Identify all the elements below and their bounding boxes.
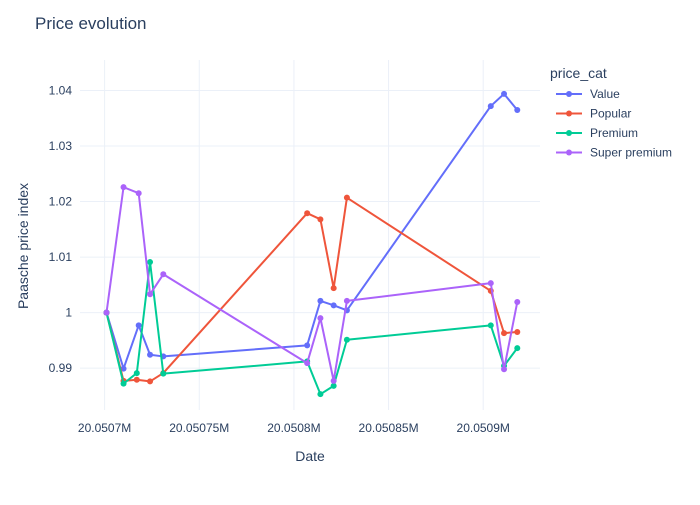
data-point[interactable] [147, 259, 153, 265]
data-point[interactable] [331, 378, 337, 384]
legend-title: price_cat [550, 65, 607, 81]
legend-swatch-marker [566, 111, 572, 117]
data-point[interactable] [488, 322, 494, 328]
y-tick-label: 1.02 [49, 195, 73, 209]
legend-label: Super premium [590, 146, 672, 160]
data-point[interactable] [121, 381, 127, 387]
y-tick-label: 1.01 [49, 250, 73, 264]
y-tick-label: 1.04 [49, 84, 73, 98]
data-point[interactable] [160, 371, 166, 377]
data-point[interactable] [317, 216, 323, 222]
chart-title: Price evolution [35, 14, 147, 33]
data-point[interactable] [136, 190, 142, 196]
data-point[interactable] [147, 291, 153, 297]
data-point[interactable] [134, 370, 140, 376]
data-point[interactable] [514, 329, 520, 335]
data-point[interactable] [514, 345, 520, 351]
data-point[interactable] [134, 377, 140, 383]
data-point[interactable] [136, 322, 142, 328]
data-point[interactable] [304, 342, 310, 348]
legend-swatch-marker [566, 91, 572, 97]
data-point[interactable] [344, 337, 350, 343]
y-tick-label: 0.99 [49, 361, 73, 375]
data-point[interactable] [488, 280, 494, 286]
legend-swatch-marker [566, 130, 572, 136]
x-axis-title: Date [295, 448, 325, 464]
legend-label: Popular [590, 107, 631, 121]
data-point[interactable] [147, 352, 153, 358]
y-tick-label: 1 [65, 306, 72, 320]
data-point[interactable] [317, 391, 323, 397]
data-point[interactable] [488, 103, 494, 109]
data-point[interactable] [344, 195, 350, 201]
data-point[interactable] [331, 285, 337, 291]
data-point[interactable] [160, 271, 166, 277]
data-point[interactable] [121, 184, 127, 190]
data-point[interactable] [501, 366, 507, 372]
data-point[interactable] [304, 360, 310, 366]
data-point[interactable] [514, 299, 520, 305]
y-tick-label: 1.03 [49, 139, 73, 153]
data-point[interactable] [317, 298, 323, 304]
legend-label: Value [590, 87, 620, 101]
y-axis-title: Paasche price index [15, 183, 31, 309]
data-point[interactable] [501, 91, 507, 97]
x-tick-label: 20.05075M [169, 421, 229, 435]
data-point[interactable] [514, 107, 520, 113]
data-point[interactable] [317, 315, 323, 321]
data-point[interactable] [104, 310, 110, 316]
x-tick-label: 20.05085M [359, 421, 419, 435]
x-tick-label: 20.0507M [78, 421, 131, 435]
x-tick-label: 20.0509M [457, 421, 510, 435]
data-point[interactable] [331, 302, 337, 308]
data-point[interactable] [304, 210, 310, 216]
legend-swatch-marker [566, 150, 572, 156]
legend-label: Premium [590, 126, 638, 140]
data-point[interactable] [147, 378, 153, 384]
data-point[interactable] [344, 298, 350, 304]
x-tick-label: 20.0508M [267, 421, 320, 435]
data-point[interactable] [501, 330, 507, 336]
